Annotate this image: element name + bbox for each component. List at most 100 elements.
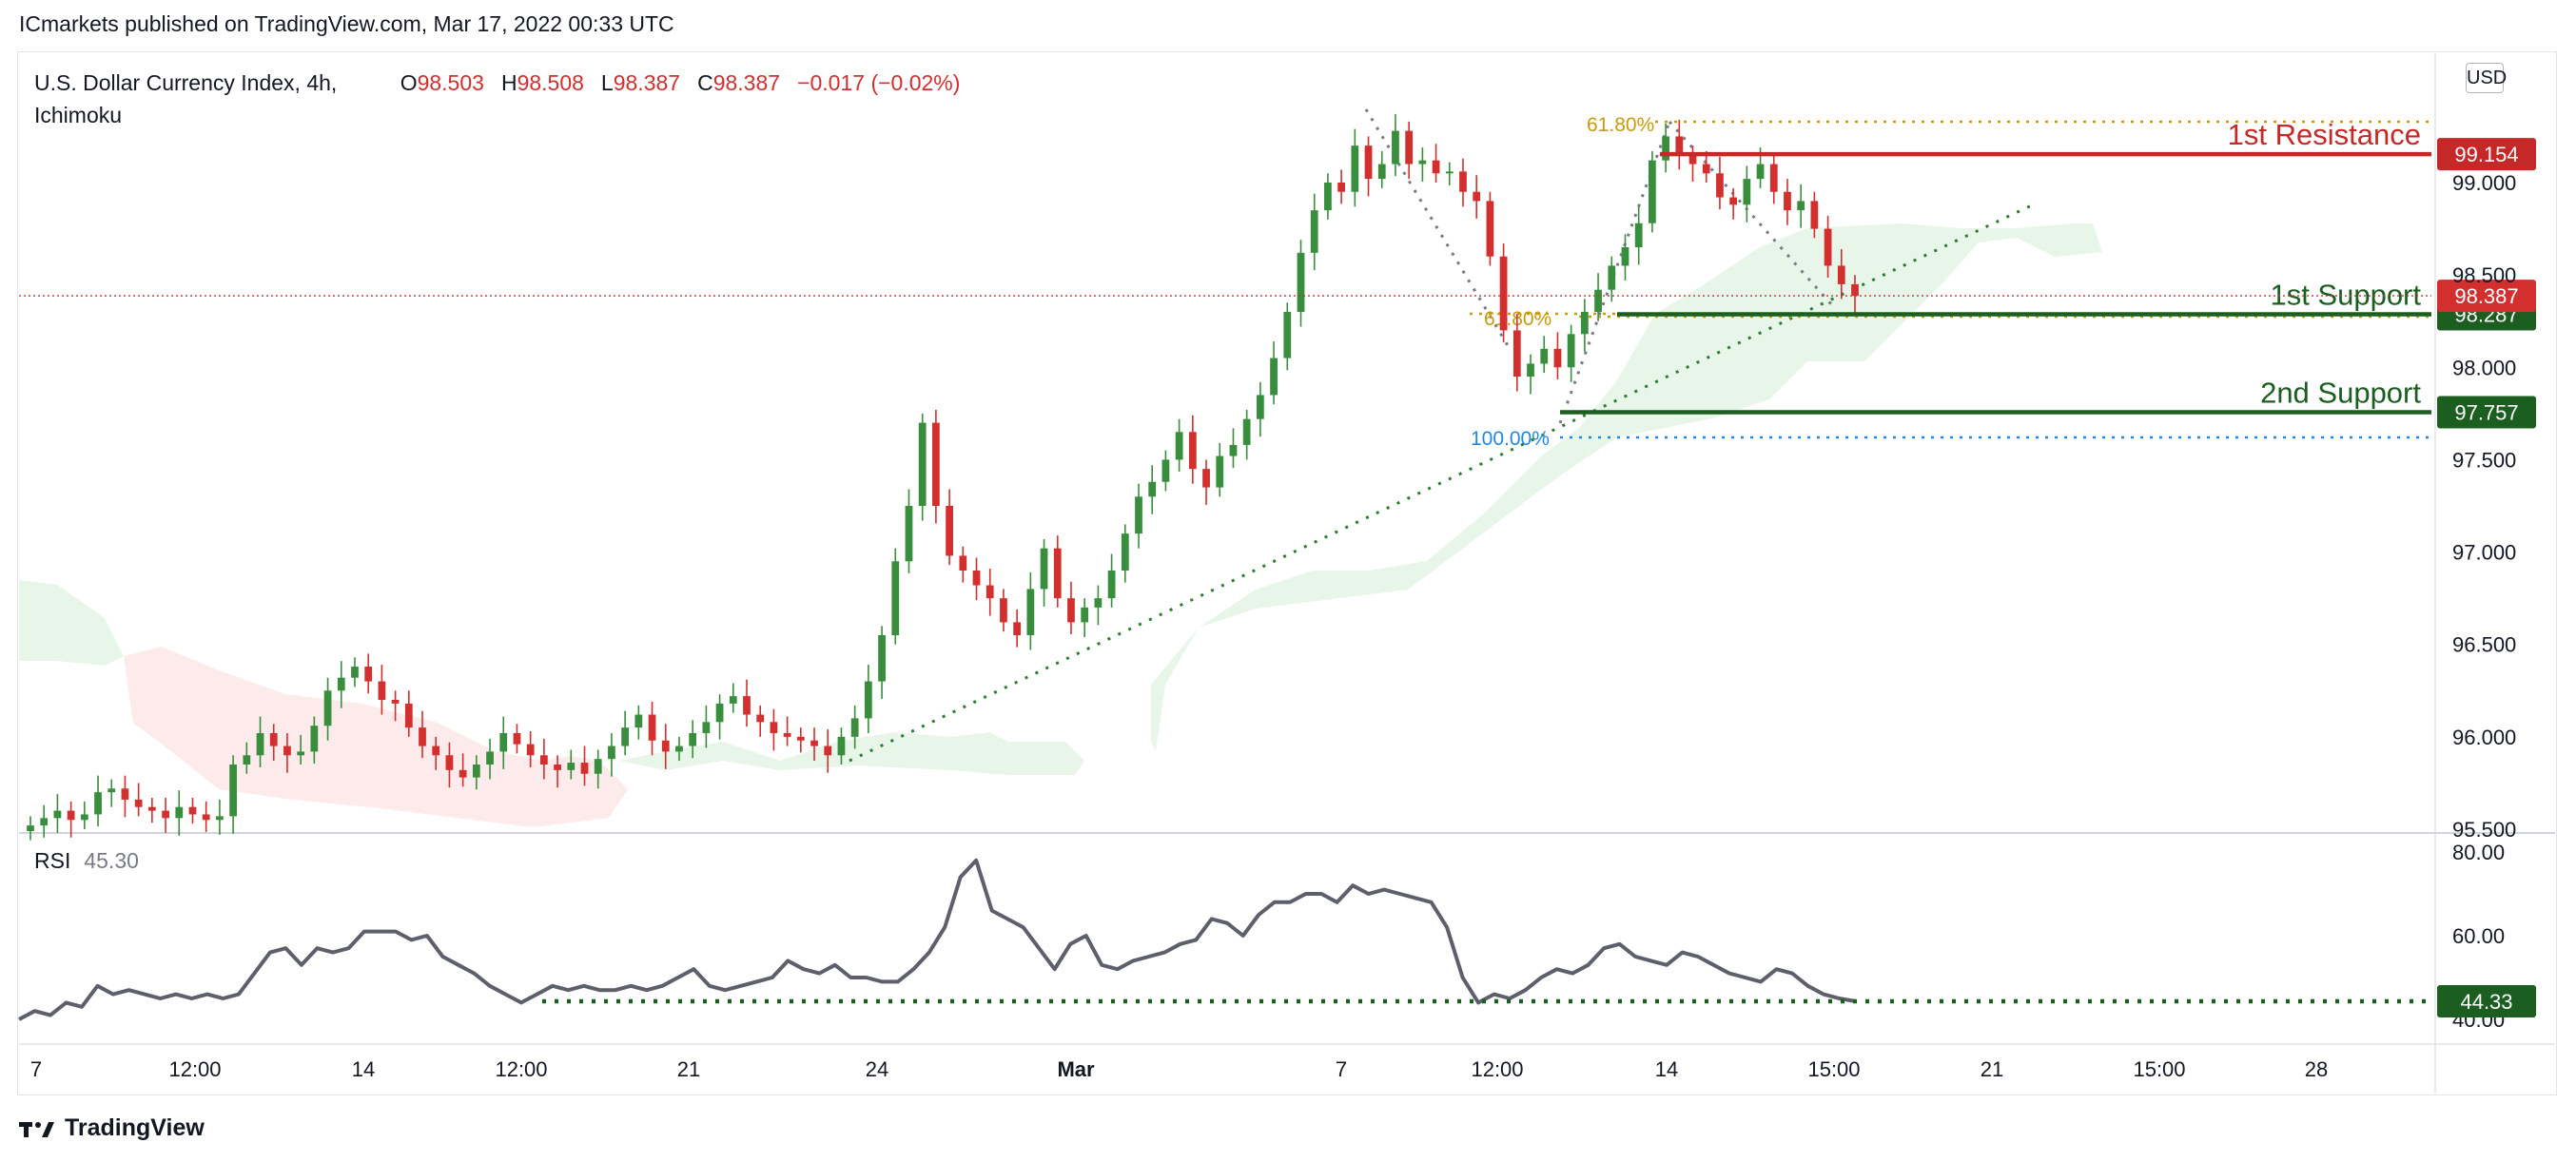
candle-body [770, 722, 778, 733]
candle-body [1851, 283, 1859, 297]
candle-body [27, 825, 34, 831]
candle-body [1000, 598, 1007, 623]
candle-body [1081, 607, 1089, 623]
time-tick-label: 14 [1655, 1057, 1678, 1081]
candle-body [459, 769, 467, 778]
candle-body [1364, 145, 1373, 180]
candle-body [932, 422, 940, 506]
candle-body [1649, 160, 1656, 223]
candle-body [743, 696, 751, 715]
candle-body [364, 667, 373, 682]
candle-body [1337, 183, 1345, 192]
candle-body [1229, 444, 1238, 456]
price-tick-label: 97.000 [2452, 541, 2516, 565]
candle-body [1634, 223, 1643, 247]
candle-body [243, 755, 251, 765]
candle-body [729, 696, 737, 704]
tradingview-logo[interactable]: TradingView [19, 1114, 205, 1142]
candle-body [216, 816, 224, 821]
currency-badge[interactable]: USD [2466, 63, 2507, 93]
candle-body [1297, 252, 1305, 312]
candle-body [1324, 183, 1332, 211]
candle-body [175, 806, 184, 819]
candle-body [567, 763, 576, 770]
candle-body [1662, 136, 1669, 161]
time-tick-label: 7 [30, 1057, 42, 1081]
symbol-title: U.S. Dollar Currency Index, 4h, [34, 70, 338, 95]
candle-body [959, 555, 967, 571]
change-value: −0.017 (−0.02%) [797, 70, 961, 95]
low-value: 98.387 [613, 70, 681, 95]
candle-body [432, 746, 440, 756]
candle-body [554, 765, 561, 770]
time-tick-label: 28 [2305, 1057, 2328, 1081]
candle-body [1540, 348, 1549, 364]
level-label-0: 1st Resistance [2228, 118, 2421, 151]
rsi-tick-label: 60.00 [2452, 924, 2505, 948]
fib-label-lower: 61.80% [1484, 308, 1551, 330]
candle-body [864, 681, 872, 719]
candle-body [702, 722, 711, 733]
candle-body [1310, 210, 1318, 253]
candle-body [1756, 164, 1765, 180]
price-tick-label: 96.000 [2452, 726, 2516, 749]
candle-body [1242, 418, 1251, 445]
candle-body [1553, 348, 1562, 368]
candle-body [1377, 164, 1386, 180]
trendlines: 61.80% 61.80% 100.00% [849, 108, 2431, 763]
ichimoku-cloud-green-early [19, 580, 124, 666]
candle-body [608, 746, 615, 760]
current-price-tag-text: 98.387 [2454, 284, 2518, 308]
candle-body [891, 561, 900, 635]
time-tick-label: 21 [1981, 1057, 2003, 1081]
candle-body [1405, 130, 1414, 165]
candle-body [824, 746, 832, 756]
candle-body [256, 732, 264, 756]
candle-body [391, 700, 400, 704]
price-tick-label: 97.500 [2452, 448, 2516, 472]
candle-body [1094, 598, 1103, 608]
candle-body [796, 736, 805, 741]
time-tick-label: 15:00 [1807, 1057, 1860, 1081]
candle-body [675, 746, 683, 752]
ichimoku-cloud-green-late-feb [618, 732, 1084, 775]
candle-body [445, 755, 454, 770]
candle-body [513, 732, 521, 745]
candle-body [486, 751, 494, 765]
candle-body [1594, 289, 1602, 312]
candle-body [837, 736, 846, 756]
level-tag-bg-2 [2437, 396, 2536, 429]
tradingview-brand: TradingView [65, 1114, 205, 1141]
candle-body [1107, 571, 1116, 599]
candle-body [1473, 191, 1481, 202]
candle-body [1486, 201, 1494, 257]
candle-body [1053, 548, 1062, 599]
candle-body [121, 788, 129, 800]
candle-body [1580, 312, 1589, 335]
fib-swing-line-1 [1364, 108, 1511, 348]
candle-body [1013, 622, 1022, 635]
candle-body [580, 763, 589, 774]
candle-body [1188, 432, 1197, 470]
price-tick-label: 96.500 [2452, 633, 2516, 657]
candle-body [147, 806, 156, 811]
candle-body [1445, 171, 1454, 174]
candle-body [1688, 154, 1697, 165]
ichimoku-cloud-green-march [1151, 223, 2102, 751]
candle-body [810, 740, 818, 746]
rsi-label: RSI [34, 848, 71, 873]
rsi-line [18, 858, 1856, 1021]
candle-body [1499, 256, 1508, 331]
candle-body [1608, 265, 1616, 290]
candle-body [310, 726, 319, 752]
candle-body [1729, 197, 1738, 205]
indicator-name: Ichimoku [34, 103, 123, 127]
candle-body [1283, 312, 1292, 358]
candle-body [594, 759, 602, 774]
rsi-legend: RSI 45.30 [34, 848, 139, 874]
candle-body [1270, 358, 1278, 396]
candle-body [1351, 145, 1359, 192]
candle-body [1837, 265, 1845, 284]
